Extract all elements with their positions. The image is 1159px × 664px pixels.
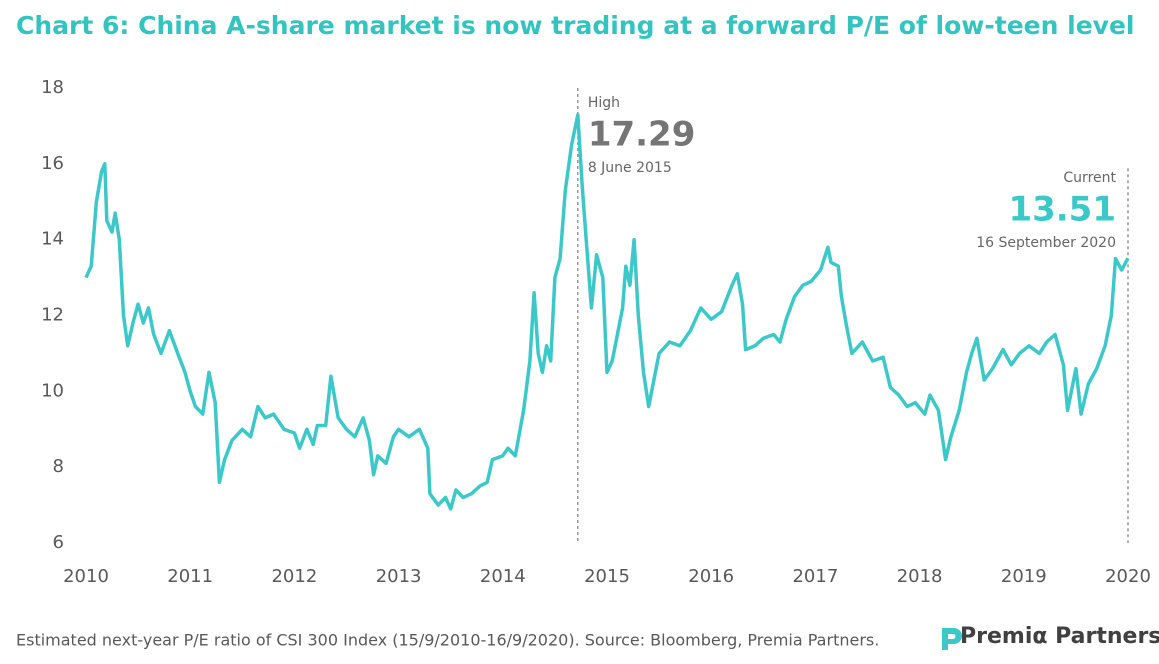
y-tick-label: 8 <box>53 456 64 477</box>
x-tick-label: 2019 <box>1001 566 1047 587</box>
x-tick-label: 2017 <box>792 566 838 587</box>
x-tick-label: 2014 <box>480 566 526 587</box>
x-tick-label: 2018 <box>897 566 943 587</box>
x-tick-label: 2011 <box>167 566 213 587</box>
annotation-value: 17.29 <box>588 115 696 155</box>
x-tick-label: 2015 <box>584 566 630 587</box>
y-tick-label: 10 <box>41 380 64 401</box>
y-tick-label: 12 <box>41 305 64 326</box>
x-tick-label: 2010 <box>63 566 109 587</box>
annotation-value: 13.51 <box>1008 190 1116 230</box>
x-tick-label: 2020 <box>1105 566 1151 587</box>
x-tick-label: 2012 <box>271 566 317 587</box>
y-tick-label: 18 <box>41 77 64 98</box>
chart-title: Chart 6: China A-share market is now tra… <box>16 11 1134 40</box>
logo-text: Premiα Partners <box>960 624 1159 649</box>
y-tick-label: 16 <box>41 153 64 174</box>
y-tick-label: 14 <box>41 229 64 250</box>
annotation-date: 16 September 2020 <box>976 235 1116 251</box>
annotation-date: 8 June 2015 <box>588 160 672 176</box>
line-series <box>84 113 1130 511</box>
x-tick-label: 2013 <box>376 566 422 587</box>
annotation-label: High <box>588 95 620 111</box>
x-tick-label: 2016 <box>688 566 734 587</box>
annotation-label: Current <box>1063 170 1116 186</box>
y-tick-label: 6 <box>53 532 64 553</box>
logo-icon <box>942 628 962 650</box>
footnote: Estimated next-year P/E ratio of CSI 300… <box>16 631 879 650</box>
